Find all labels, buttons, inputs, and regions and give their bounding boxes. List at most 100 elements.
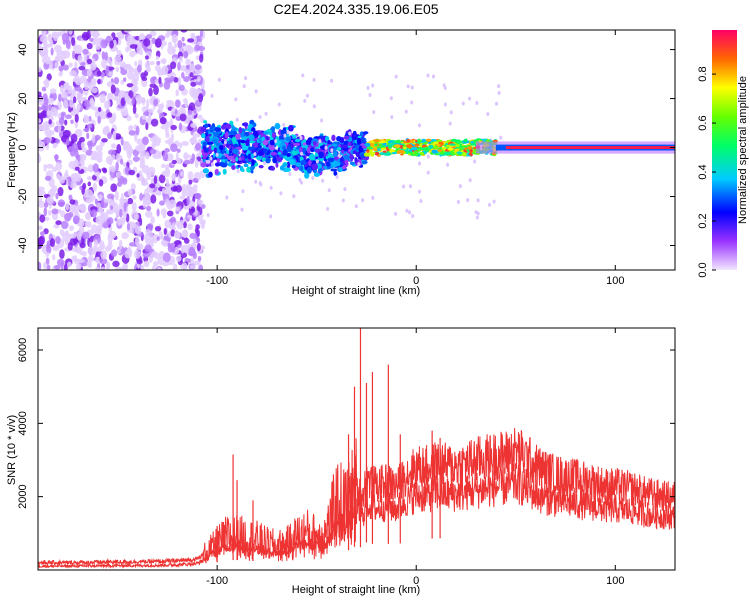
heat-cell [236,169,240,174]
heat-cell [261,157,266,162]
heat-cell [196,205,200,212]
heat-cell [49,238,56,248]
heat-cell [85,189,94,198]
heat-cell [144,210,153,218]
heat-cell [89,37,94,42]
heat-cell [181,140,189,146]
heat-cell [124,250,132,259]
heat-cell [310,147,315,153]
heat-cell [407,151,413,154]
heat-cell [321,178,325,183]
heat-cell [111,154,116,161]
heat-cell [140,181,149,186]
heat-cell [386,148,390,152]
heat-cell [51,208,59,215]
heat-cell [124,63,132,70]
heat-cell [149,83,157,88]
heat-cell [428,144,434,149]
heat-cell [208,171,213,178]
heat-cell [60,220,69,230]
heat-cell [183,98,188,104]
spectrogram-panel: -100 0 100 -40 -20 0 20 40 Height of straight … [6,29,676,297]
heat-cell [287,146,292,152]
heat-cell [282,127,287,131]
heat-cell [47,209,52,216]
heat-cell [131,202,137,212]
heat-cell [228,152,232,156]
heat-cell [447,147,454,151]
heat-cell [128,125,134,131]
heat-cell [161,66,165,76]
heat-cell [126,115,132,122]
heat-cell [57,199,66,208]
heat-cell [125,166,129,173]
heat-cell [432,141,439,145]
heat-cell [50,47,54,56]
heat-cell [302,147,307,154]
heat-cell [448,121,452,126]
heat-cell [311,163,318,171]
heat-cell [220,163,228,168]
heat-cell [192,240,197,249]
heat-cell [85,198,92,204]
heat-cell [371,195,375,200]
heat-cell [231,164,236,170]
heat-cell [359,131,364,137]
heat-cell [68,176,72,187]
y-tick-label: 40 [17,43,29,55]
heat-cell [88,85,93,92]
heat-cell [492,199,496,204]
heat-cell [85,149,93,156]
heat-cell [125,46,129,53]
heat-cell [168,183,174,188]
heat-cell [102,168,108,174]
heat-cell [89,235,94,243]
heat-cell [77,204,86,211]
heat-cell [123,30,132,33]
heat-cell [150,194,157,204]
heat-cell [52,254,56,261]
heat-cell [291,164,296,169]
heat-cell [330,168,338,172]
heat-cell [224,131,229,139]
heat-cell [99,93,106,104]
heat-cell [149,148,157,155]
heat-cell [224,153,230,157]
heat-cell [394,211,398,216]
heat-cell [64,230,69,237]
heat-cell [100,266,106,270]
heat-cell [263,160,267,165]
heat-cell [153,139,161,147]
heat-cell [73,215,80,225]
heat-cell [105,65,110,75]
heat-cell [91,209,97,218]
heat-cell [144,244,152,253]
heat-cell [156,60,161,66]
heat-cell [196,199,204,205]
heat-cell [235,133,241,140]
heat-cell [279,165,285,171]
heat-cell [173,76,179,83]
heat-cell [274,139,278,144]
heat-cell [166,210,174,217]
heat-cell [140,264,145,270]
x-tick-label: -100 [206,575,228,587]
heat-cell [52,143,57,149]
heat-cell [312,140,317,146]
colorbar-tick-label: 0.8 [697,66,709,81]
heat-cell [143,38,151,47]
heat-cell [123,77,127,82]
heat-cell [421,138,426,143]
heat-cell [364,142,371,147]
heat-cell [218,137,223,142]
heat-cell [179,219,185,224]
heat-cell [147,108,154,114]
heat-cell [499,135,503,140]
heat-cell [339,156,345,162]
heat-cell [174,109,178,115]
heat-cell [277,151,282,155]
colorbar-tick-label: 0.4 [697,164,709,179]
heat-cell [115,161,119,172]
spectrogram-x-label: Height of straight line (km) [292,285,420,297]
heat-cell [106,99,111,109]
